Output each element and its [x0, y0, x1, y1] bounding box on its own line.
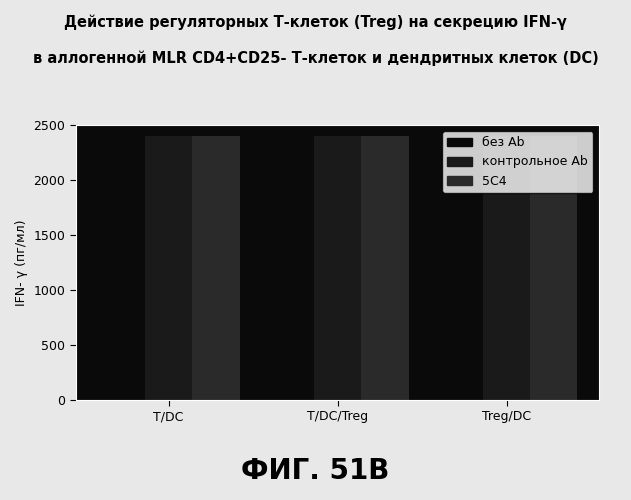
Text: в аллогенной MLR CD4+CD25- Т-клеток и дендритных клеток (DC): в аллогенной MLR CD4+CD25- Т-клеток и де…: [33, 50, 598, 66]
Bar: [267, 136, 314, 400]
Bar: [435, 136, 483, 400]
Text: Действие регуляторных Т-клеток (Treg) на секрецию IFN-γ: Действие регуляторных Т-клеток (Treg) на…: [64, 15, 567, 30]
Bar: [361, 136, 408, 400]
Legend: без Ab, контрольное Ab, 5C4: без Ab, контрольное Ab, 5C4: [442, 131, 593, 192]
Y-axis label: IFN- γ (пг/мл): IFN- γ (пг/мл): [15, 219, 28, 306]
Bar: [314, 136, 361, 400]
Bar: [530, 136, 577, 400]
Bar: [192, 136, 240, 400]
Text: ФИГ. 51B: ФИГ. 51B: [241, 457, 390, 485]
Bar: [483, 136, 530, 400]
Bar: [145, 136, 192, 400]
Bar: [98, 136, 145, 400]
